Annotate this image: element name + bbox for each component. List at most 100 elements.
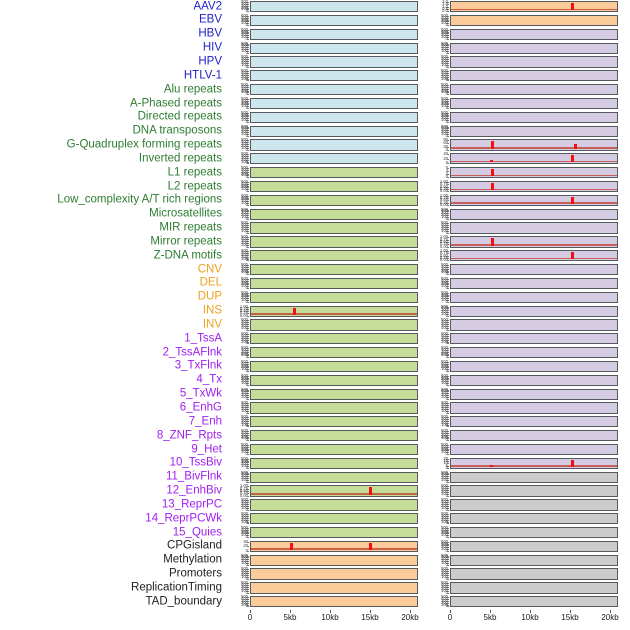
track-label-mirror-repeats: Mirror repeats: [150, 235, 222, 248]
y-tick-label: 400: [241, 83, 248, 89]
y-tick-mark: [247, 185, 249, 187]
y-tick-mark: [247, 159, 249, 161]
y-tick-label: 500: [241, 358, 248, 364]
y-tick-mark: [447, 606, 449, 608]
y-tick-label: 500: [241, 81, 248, 87]
y-tick-mark: [247, 223, 249, 225]
y-tick-label: 100: [241, 213, 248, 219]
y-tick-label: 200: [241, 530, 248, 536]
y-tick-label: 300: [241, 390, 248, 396]
y-tick-mark: [447, 514, 449, 516]
y-tick-label: 0: [446, 91, 448, 96]
y-tick-mark: [447, 337, 449, 339]
y-tick-label: 100: [441, 504, 448, 510]
y-tick-label: 500: [241, 400, 248, 406]
y-tick-label: 300: [441, 113, 448, 119]
y-tick-label: 0.50: [439, 183, 448, 189]
y-tick-label: 400: [441, 69, 448, 75]
y-tick-label: 100: [241, 283, 248, 289]
plot-area: [450, 582, 618, 594]
y-tick-label: 500: [441, 552, 448, 558]
y-tick-label: 200: [441, 475, 448, 481]
y-tick-label: 400: [241, 14, 248, 20]
baseline: [251, 548, 417, 551]
y-tick-label: 300: [241, 293, 248, 299]
y-tick-mark: [447, 130, 449, 132]
y-tick-mark: [247, 529, 249, 531]
y-tick-label: 200: [441, 336, 448, 342]
y-tick-mark: [247, 280, 249, 282]
y-tick-mark: [447, 476, 449, 478]
y-tick-label: 200: [441, 32, 448, 38]
y-tick-mark: [447, 280, 449, 282]
y-tick-mark: [447, 312, 449, 314]
y-tick-mark: [247, 282, 249, 284]
y-tick-mark: [447, 448, 449, 450]
track-label-14-reprpcwk: 14_ReprPCWk: [145, 511, 222, 524]
y-tick-label: 300: [441, 348, 448, 354]
plot-area: [250, 499, 418, 511]
y-tick-label: 300: [441, 320, 448, 326]
plot-area: [450, 1, 618, 13]
plot-area: [250, 388, 418, 400]
y-tick-mark: [247, 80, 249, 82]
plot-area: [450, 554, 618, 566]
plot-area: [250, 14, 418, 27]
y-tick-label: 400: [241, 166, 248, 172]
y-tick-mark: [447, 310, 449, 312]
y-axis-ticks: 1.00 0.75 0.50 0.25 0.00: [228, 304, 249, 317]
y-tick-label: 200: [241, 32, 248, 38]
y-tick-mark: [247, 306, 249, 308]
y-tick-label: 300: [241, 168, 248, 174]
y-tick-mark: [447, 174, 449, 176]
y-tick-mark: [247, 576, 249, 578]
y-tick-mark: [247, 588, 249, 590]
y-tick-label: 200: [241, 59, 248, 65]
data-spike: [489, 160, 493, 163]
plot-area: [250, 540, 418, 553]
y-tick-mark: [447, 241, 449, 243]
y-tick-label: 100: [241, 20, 248, 26]
y-tick-mark: [247, 43, 249, 45]
y-tick-label: 500: [241, 192, 248, 198]
y-tick-label: 100: [241, 6, 248, 12]
y-tick-label: 20: [243, 543, 248, 549]
y-tick-mark: [447, 102, 449, 104]
y-tick-label: 300: [241, 182, 248, 188]
y-tick-mark: [447, 61, 449, 63]
x-tick-mark: [610, 610, 611, 613]
y-tick-label: 500: [441, 109, 448, 115]
y-tick-label: 400: [441, 125, 448, 131]
y-tick-mark: [447, 149, 449, 151]
y-tick-label: 300: [241, 154, 248, 160]
y-tick-label: 500: [441, 594, 448, 600]
y-tick-mark: [247, 472, 249, 474]
y-tick-mark: [447, 384, 449, 386]
data-spike: [571, 252, 575, 260]
x-tick-label: 10kb: [321, 613, 339, 622]
y-tick-label: 500: [441, 427, 448, 433]
plot-area: [450, 416, 618, 428]
y-tick-mark: [247, 64, 249, 66]
y-tick-label: 500: [241, 54, 248, 60]
plot-area: [250, 42, 418, 54]
plot-area: [250, 111, 418, 123]
y-tick-label: 200: [441, 391, 448, 397]
x-tick-label: 10kb: [521, 613, 539, 622]
y-tick-label: 200: [241, 295, 248, 301]
y-tick-label: 200: [241, 156, 248, 162]
x-tick-mark: [370, 610, 371, 613]
y-tick-label: 200: [241, 115, 248, 121]
y-tick-label: 200: [441, 45, 448, 51]
y-tick-mark: [447, 57, 449, 59]
y-tick-mark: [247, 112, 249, 114]
y-tick-label: 0: [246, 396, 248, 401]
y-tick-label: 0: [246, 521, 248, 525]
